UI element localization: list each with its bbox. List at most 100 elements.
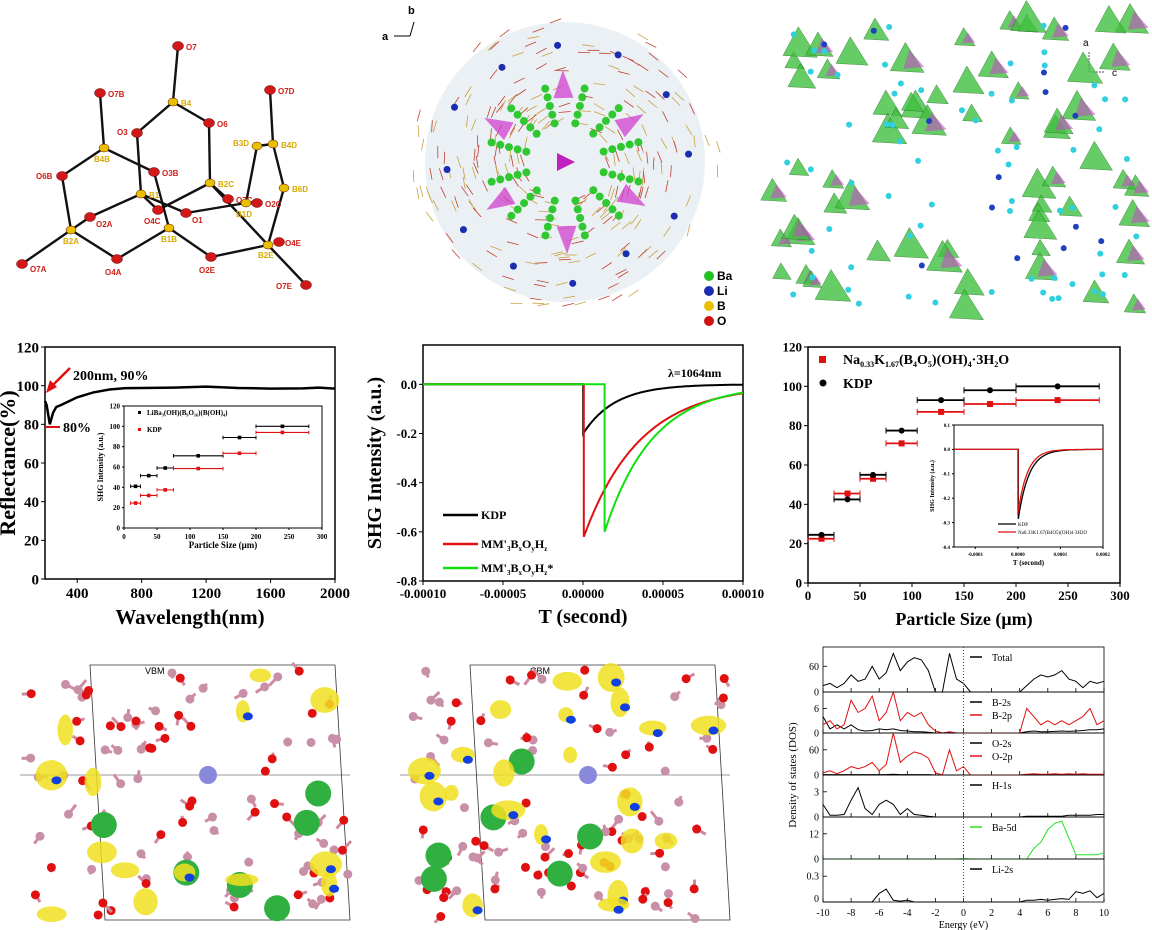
bond [532, 302, 545, 304]
bond [70, 228, 118, 261]
cation-atom [845, 286, 852, 293]
boron-atom [251, 141, 263, 151]
bo3-triangle [553, 70, 574, 99]
shg-time-chart: -0.00010 -0.00005 0.00000 0.00005 0.00010 0.0… [364, 344, 764, 628]
bo3-triangle [1111, 49, 1131, 67]
orbital-isosurface-negative [184, 873, 195, 882]
x-tick-label: 8 [1073, 908, 1078, 919]
legend-label: MM'3BxOyHz* [481, 561, 553, 577]
bo4-tetrahedron [1023, 209, 1058, 240]
data-point [133, 484, 138, 489]
atom [537, 674, 547, 684]
legend-label: Li-2s [992, 865, 1013, 876]
bond [617, 271, 629, 279]
bond [617, 247, 627, 257]
bond [663, 226, 671, 237]
legend-label: KDP [481, 508, 506, 522]
legend-b: B [717, 299, 726, 313]
atom [660, 862, 670, 872]
cation-atom [918, 262, 925, 269]
orbital-isosurface-negative [329, 884, 340, 893]
bo3-triangle [1130, 206, 1150, 224]
bond [440, 186, 447, 198]
atom [307, 708, 317, 718]
x-tick-label: 10 [1099, 908, 1109, 919]
bond [648, 249, 658, 259]
bond [658, 69, 669, 78]
series-line [423, 383, 744, 533]
bond [495, 103, 505, 113]
bo3-triangle [1016, 86, 1030, 97]
bond [568, 260, 581, 264]
y-tick-label: 120 [110, 402, 121, 410]
cation-atom [855, 300, 862, 307]
y-tick-label: -0.1 [942, 473, 950, 478]
ba-atom [573, 205, 582, 214]
atom [719, 674, 729, 684]
bond [464, 86, 472, 98]
orbital-isosurface [110, 862, 140, 879]
atom [316, 894, 326, 904]
ba-atom [541, 231, 550, 240]
y-tick-label: 0 [814, 894, 819, 905]
orbital-isosurface-negative [565, 715, 576, 724]
dos-subpanel: 0 6 B-2s B-2p [814, 690, 1105, 740]
bond [530, 94, 543, 100]
atom [614, 814, 624, 824]
atom [605, 727, 615, 737]
cation-atom [882, 61, 889, 68]
bond [536, 279, 549, 284]
atom [260, 766, 270, 776]
bo3-triangle [925, 112, 947, 132]
y-tick-label: 100 [17, 379, 40, 395]
bond [490, 106, 497, 119]
atom-label: B2A [63, 237, 79, 246]
cation-atom [1072, 223, 1079, 230]
orbital-isosurface [654, 832, 678, 850]
ba-atom [589, 129, 598, 138]
bond [445, 232, 454, 244]
bo4-tetrahedron [1031, 238, 1051, 256]
inset-shg-time-chart: -0.0001 0.0000 0.0001 0.0002 0.1 0.0 -0.1 -0.2 -… [929, 420, 1110, 570]
ba-atom [505, 173, 514, 182]
vbm-label: VBM [145, 666, 165, 676]
bond [461, 186, 469, 197]
cation-atom [790, 291, 797, 298]
y-tick-label: -0.3 [942, 521, 950, 526]
bond [558, 102, 571, 108]
bo3-triangle [770, 184, 787, 199]
oxygen-atom [180, 208, 192, 218]
legend-marker [138, 428, 141, 431]
cation-atom [915, 157, 922, 164]
cation-atom [1072, 112, 1079, 119]
atom [209, 825, 219, 835]
bond [673, 140, 678, 153]
bond [497, 95, 506, 106]
bond [451, 249, 461, 259]
x-tick-label: -6 [875, 908, 883, 919]
li-atom [451, 103, 459, 111]
atom [133, 774, 143, 784]
ba-atom [573, 110, 582, 119]
legend-label: Total [992, 653, 1013, 664]
ba-atom [608, 170, 617, 179]
y-tick-label: 0 [796, 576, 803, 591]
bond [267, 244, 307, 286]
atom [471, 836, 481, 846]
x-tick-label: 150 [954, 588, 974, 603]
oxygen-atom [203, 118, 215, 128]
cation-atom [932, 299, 939, 306]
bo3-triangle [1052, 22, 1069, 38]
annotation-arrowhead [46, 380, 57, 393]
cation-atom [1051, 274, 1058, 281]
bond [677, 69, 688, 79]
cation-atom [1007, 60, 1014, 67]
atom [160, 733, 170, 743]
li-atom [498, 63, 506, 71]
ba-atom [513, 110, 522, 119]
atom [708, 744, 718, 754]
boron-atom [163, 223, 175, 233]
atom [533, 870, 543, 880]
atom [273, 672, 283, 682]
legend-label-part: x [519, 545, 523, 553]
